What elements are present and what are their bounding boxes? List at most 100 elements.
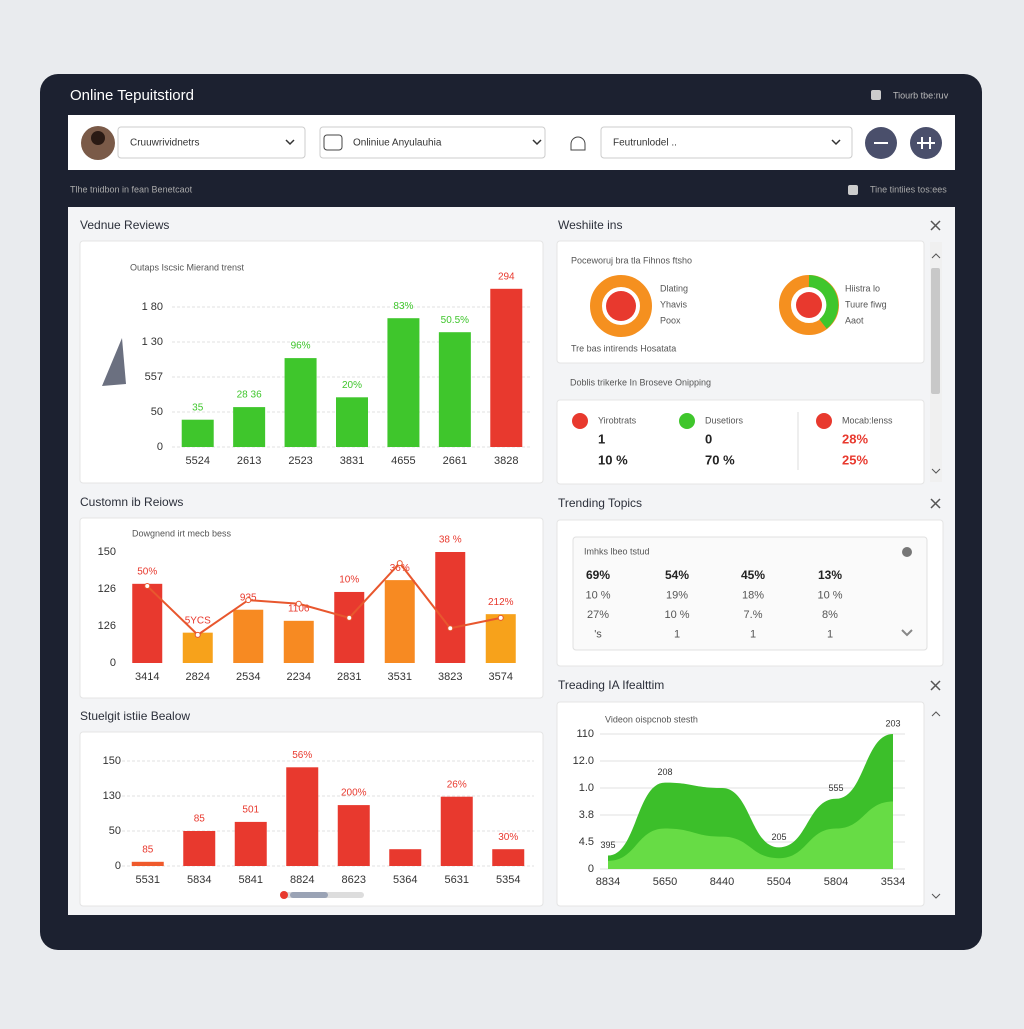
x-tick-label: 5504 xyxy=(767,876,791,888)
table-cell: 10 % xyxy=(664,609,689,621)
legend-text: Dlating xyxy=(660,283,688,293)
line-point xyxy=(295,600,302,607)
stat-percent: 25% xyxy=(842,452,868,467)
line xyxy=(146,561,501,637)
value-label: 38 % xyxy=(439,535,462,546)
bar xyxy=(283,620,314,663)
value-label: 28 36 xyxy=(237,390,262,401)
scroll-arrows[interactable] xyxy=(931,253,941,474)
table-cell: 10 % xyxy=(585,589,610,601)
card-icon xyxy=(102,338,126,386)
x-tick-label: 5834 xyxy=(187,874,211,886)
x-tick-label: 5354 xyxy=(496,874,520,886)
stat-icon xyxy=(816,413,832,429)
panel-title: Stuelgit istiie Bealow xyxy=(80,709,190,723)
y-tick-label: 12.0 xyxy=(573,755,594,767)
bar xyxy=(337,805,370,866)
x-tick-label: 5364 xyxy=(393,874,417,886)
chevron xyxy=(532,139,542,146)
panel-title: Vednue Reviews xyxy=(80,218,169,232)
y-tick-label: 0 xyxy=(110,657,116,669)
select[interactable] xyxy=(600,126,853,159)
value-label: 20% xyxy=(342,380,362,391)
x-tick-label: 2534 xyxy=(236,671,260,683)
table-cell: 69% xyxy=(586,568,610,582)
bar xyxy=(435,552,466,663)
table-cell: 1 xyxy=(674,628,680,640)
select[interactable] xyxy=(319,126,546,159)
value-label: 36% xyxy=(390,563,410,574)
value-label: 85 xyxy=(142,844,154,855)
lock-icon xyxy=(570,136,586,151)
select-text: Cruuwrividnetrs xyxy=(130,138,199,149)
chart-subtitle: Outaps Iscsic Mierand trenst xyxy=(130,262,245,272)
x-tick-label: 4655 xyxy=(391,455,415,467)
stat-icon xyxy=(572,413,588,429)
user-name[interactable]: Tiourb tbe:ruv xyxy=(893,90,949,100)
bar xyxy=(492,849,525,866)
close-icon[interactable] xyxy=(930,498,941,509)
table-cell: 7.% xyxy=(744,609,763,621)
bar xyxy=(181,419,214,447)
card-subtitle: Poceworuj bra tla Fihnos ftsho xyxy=(571,255,692,265)
value-label: 26% xyxy=(447,779,467,790)
value-label: 208 xyxy=(657,767,672,777)
value-label: 203 xyxy=(885,718,900,728)
select[interactable] xyxy=(117,126,306,159)
scroll-thumb[interactable] xyxy=(931,268,940,394)
bar xyxy=(334,591,365,663)
line-point xyxy=(194,631,201,638)
x-tick-label: 8623 xyxy=(342,874,366,886)
value-label: 96% xyxy=(291,341,311,352)
donut-segment xyxy=(808,275,839,329)
panel-title: Treading IA Ifealttim xyxy=(558,678,664,692)
avatar-head xyxy=(91,131,105,145)
value-label: 212% xyxy=(488,597,514,608)
legend-text: Aaot xyxy=(845,315,864,325)
close-icon[interactable] xyxy=(930,220,941,231)
x-tick-label: 8824 xyxy=(290,874,314,886)
user-icon xyxy=(871,90,881,100)
bar xyxy=(234,821,267,866)
panel-title: Trending Topics xyxy=(558,496,642,510)
y-tick-label: 110 xyxy=(576,728,594,740)
bar xyxy=(286,767,319,866)
value-label: 200% xyxy=(341,788,367,799)
table-box xyxy=(572,536,928,651)
x-tick-label: 2831 xyxy=(337,671,361,683)
donut-center xyxy=(796,292,822,318)
bar xyxy=(284,358,317,447)
table-cell: 18% xyxy=(742,589,764,601)
app-title: Online Tepuitstiord xyxy=(70,87,194,104)
bar xyxy=(336,397,368,447)
x-tick-label: 5804 xyxy=(824,876,848,888)
x-tick-label: 5650 xyxy=(653,876,677,888)
x-tick-label: 3531 xyxy=(388,671,412,683)
y-tick-label: 1.0 xyxy=(579,782,594,794)
bar xyxy=(490,288,523,447)
value-label: 35 xyxy=(192,402,204,413)
x-tick-label: 2824 xyxy=(186,671,210,683)
card-footer: Tre bas intirends Hosatata xyxy=(571,343,676,353)
chevron xyxy=(285,139,295,146)
subbar-icon xyxy=(848,185,858,195)
bar xyxy=(389,849,422,866)
y-tick-label: 1 80 xyxy=(142,301,163,313)
scroll-arrows[interactable] xyxy=(931,711,941,899)
x-tick-label: 2613 xyxy=(237,455,261,467)
scroll-thumb[interactable] xyxy=(290,892,328,898)
donut-center xyxy=(606,291,636,321)
value-label: 1106 xyxy=(288,603,310,614)
bar xyxy=(233,407,266,447)
close-icon[interactable] xyxy=(930,680,941,691)
value-label: 10% xyxy=(339,575,359,586)
panel-title: Customn ib Reiows xyxy=(80,495,183,509)
y-tick-label: 0 xyxy=(157,441,163,453)
bar xyxy=(233,609,264,663)
chevron[interactable] xyxy=(901,629,913,637)
chart-subtitle: Dowgnend irt mecb bess xyxy=(132,528,232,538)
stat-value: 0 xyxy=(705,431,712,446)
x-tick-label: 3831 xyxy=(340,455,364,467)
